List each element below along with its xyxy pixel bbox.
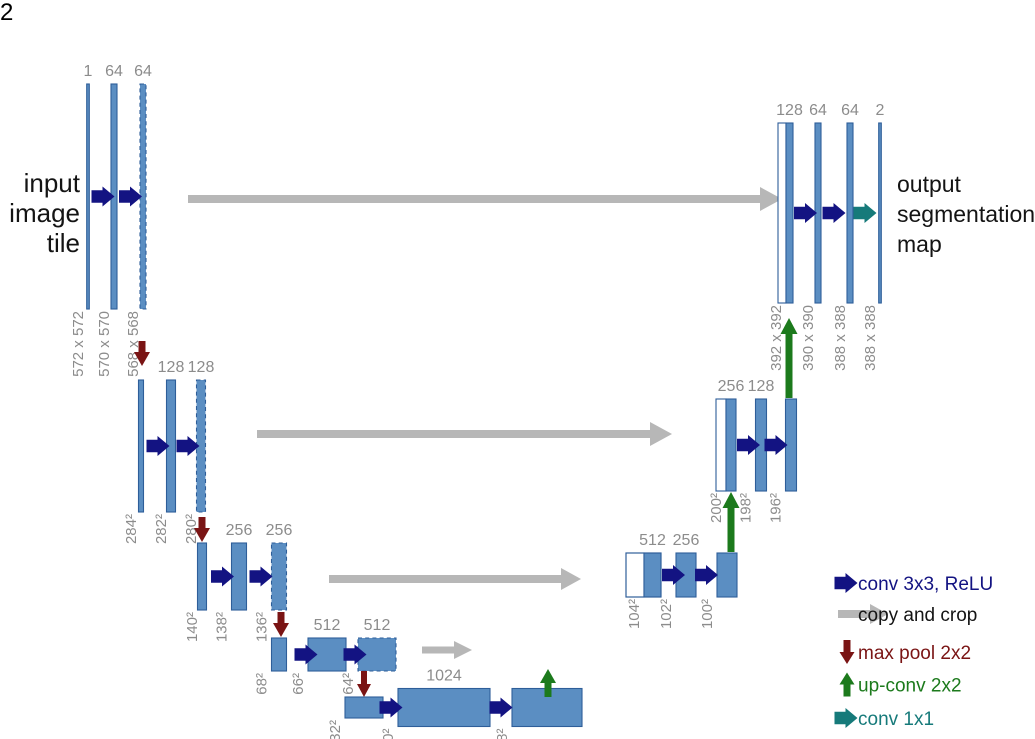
svg-text:196²: 196² (768, 493, 785, 523)
svg-text:up-conv 2x2: up-conv 2x2 (858, 676, 962, 697)
svg-text:512: 512 (639, 532, 666, 549)
svg-text:input: input (24, 168, 81, 198)
svg-text:138²: 138² (214, 612, 231, 642)
svg-text:conv 3x3, ReLU: conv 3x3, ReLU (858, 574, 993, 595)
svg-text:140²: 140² (184, 612, 201, 642)
svg-text:30²: 30² (380, 729, 397, 739)
svg-text:64: 64 (105, 63, 123, 80)
svg-text:128: 128 (158, 359, 185, 376)
svg-text:2: 2 (0, 0, 13, 26)
svg-text:64: 64 (841, 102, 859, 119)
svg-text:output: output (897, 171, 962, 197)
svg-text:image: image (9, 198, 80, 228)
svg-text:282²: 282² (153, 514, 170, 544)
svg-text:200²: 200² (708, 493, 725, 523)
svg-text:1: 1 (84, 63, 93, 80)
svg-text:copy and crop: copy and crop (858, 605, 977, 626)
svg-text:128: 128 (776, 102, 803, 119)
svg-text:198²: 198² (738, 493, 755, 523)
svg-text:572 x 572: 572 x 572 (70, 311, 87, 377)
svg-text:256: 256 (673, 532, 700, 549)
svg-text:388 x 388: 388 x 388 (832, 305, 849, 371)
svg-text:256: 256 (718, 378, 745, 395)
svg-text:388 x 388: 388 x 388 (862, 305, 879, 371)
svg-text:max pool 2x2: max pool 2x2 (858, 643, 971, 664)
svg-text:512: 512 (364, 617, 391, 634)
svg-text:1024: 1024 (426, 668, 462, 685)
svg-text:102²: 102² (658, 599, 675, 629)
svg-text:100²: 100² (699, 599, 716, 629)
svg-text:64: 64 (809, 102, 827, 119)
svg-text:512: 512 (314, 617, 341, 634)
svg-text:2: 2 (876, 102, 885, 119)
svg-text:128: 128 (188, 359, 215, 376)
svg-text:28²: 28² (494, 729, 511, 739)
svg-text:conv 1x1: conv 1x1 (858, 709, 934, 730)
svg-text:392 x 392: 392 x 392 (768, 305, 785, 371)
svg-text:tile: tile (47, 228, 80, 258)
svg-text:64: 64 (134, 63, 152, 80)
svg-text:64²: 64² (340, 673, 357, 695)
svg-text:68²: 68² (254, 673, 271, 695)
svg-text:128: 128 (748, 378, 775, 395)
svg-text:104²: 104² (626, 599, 643, 629)
svg-text:256: 256 (226, 522, 253, 539)
svg-text:66²: 66² (290, 673, 307, 695)
svg-text:256: 256 (266, 522, 293, 539)
svg-text:segmentation: segmentation (897, 201, 1035, 227)
svg-text:map: map (897, 231, 942, 257)
svg-text:390 x 390: 390 x 390 (800, 305, 817, 371)
svg-text:570 x 570: 570 x 570 (96, 311, 113, 377)
svg-text:32²: 32² (327, 720, 344, 739)
svg-text:284²: 284² (123, 514, 140, 544)
svg-text:136²: 136² (254, 612, 271, 642)
